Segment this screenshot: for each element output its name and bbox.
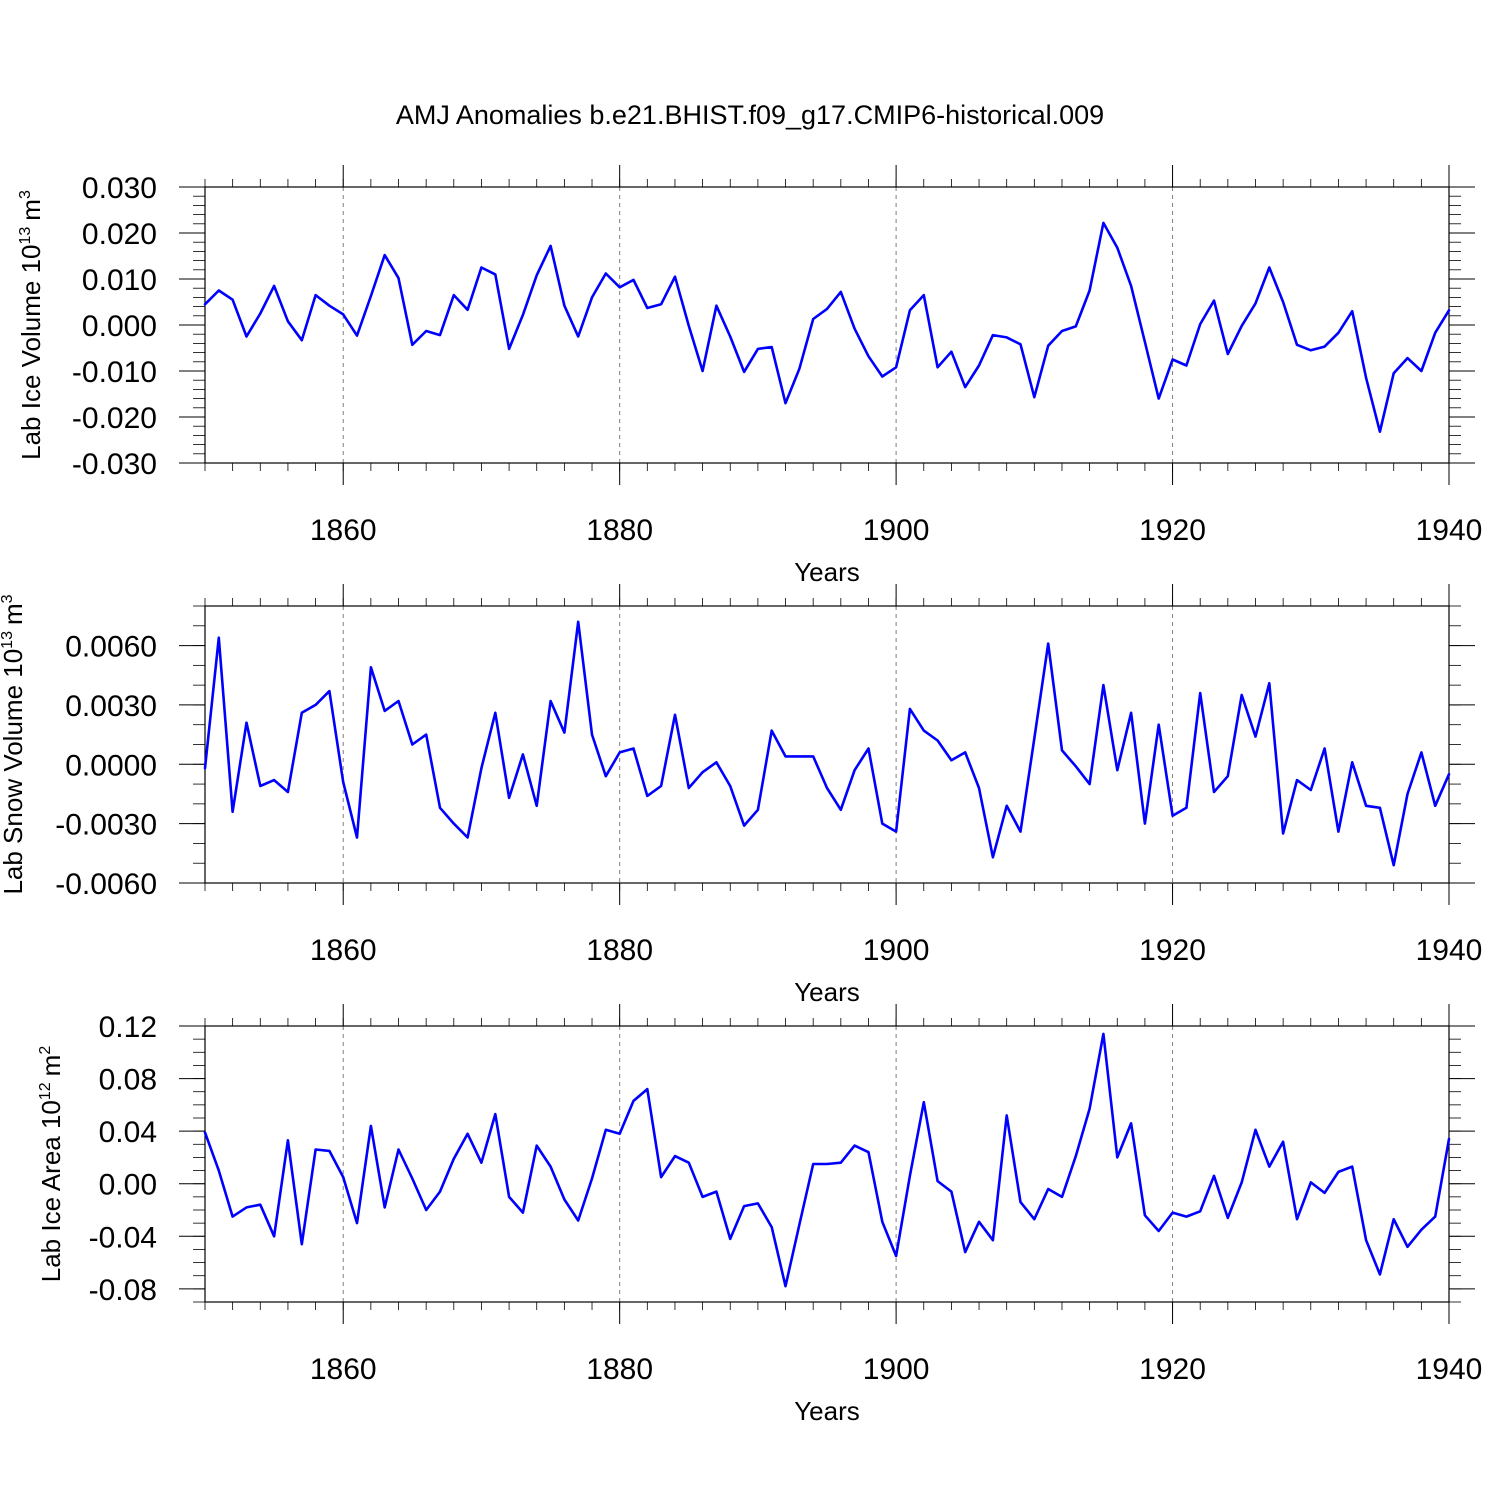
y-tick-label: 0.0030 [65,690,157,723]
y-tick-label: 0.0060 [65,631,157,664]
y-axis-label-text: Lab Ice Area 10 [36,1100,66,1282]
ice-area-panel: -0.08 -0.04 0.00 0.04 0.08 0.12 1860 1880 1900 19… [36,1004,1482,1426]
y-tick-label: -0.0060 [55,868,157,901]
ice-volume-panel: -0.030 -0.020 -0.010 0.000 0.010 0.020 0.030 18… [16,165,1482,587]
y-tick-label: 0.030 [82,172,157,205]
y-tick-label: -0.010 [72,356,157,389]
y-tick-label: -0.030 [72,448,157,481]
x-tick-label: 1880 [586,514,653,547]
y-tick-label: -0.0030 [55,809,157,842]
y-tick-label: 0.000 [82,310,157,343]
y-tick-label: -0.04 [89,1221,157,1254]
plot-frame [204,1025,1450,1303]
snow-volume-series-line [203,620,1451,867]
y-tick-label: 0.020 [82,218,157,251]
x-tick-label: 1860 [310,1353,377,1386]
x-tick-label: 1920 [1139,1353,1206,1386]
x-tick-label: 1920 [1139,934,1206,967]
y-axis-label-unit-exponent: 3 [17,190,34,199]
chart-panels: -0.030 -0.020 -0.010 0.000 0.010 0.020 0.030 18… [0,165,1482,1426]
y-axis-label-unit-exponent: 3 [0,594,16,603]
y-tick-label: 0.00 [99,1169,157,1202]
y-axis-label-unit-exponent: 2 [37,1046,54,1055]
y-axis-label-exponent: 13 [17,227,34,245]
x-tick-label: 1860 [310,934,377,967]
y-tick-label: -0.020 [72,402,157,435]
y-axis-label-text: Lab Ice Volume 10 [16,244,46,459]
y-axis-label-text: Lab Snow Volume 10 [0,649,28,895]
x-tick-label: 1900 [863,514,930,547]
x-tick-label: 1940 [1416,934,1483,967]
y-axis-label: Lab Snow Volume 1013 m3 [0,594,28,894]
y-tick-label: 0.04 [99,1116,157,1149]
y-axis-label-exponent: 12 [37,1082,54,1100]
y-tick-label: 0.08 [99,1064,157,1097]
x-tick-label: 1900 [863,934,930,967]
figure-title: AMJ Anomalies b.e21.BHIST.f09_g17.CMIP6-… [396,100,1104,130]
y-axis-label-unit: m [0,603,28,625]
y-tick-label: 0.0000 [65,749,157,782]
ice-volume-series-line [203,221,1451,434]
x-tick-label: 1940 [1416,1353,1483,1386]
x-tick-label: 1940 [1416,514,1483,547]
x-tick-label: 1900 [863,1353,930,1386]
ice-area-series-line [203,1032,1451,1288]
y-axis-label-exponent: 13 [0,631,16,649]
snow-volume-panel: -0.0060 -0.0030 0.0000 0.0030 0.0060 1860 1880… [0,584,1482,1007]
x-tick-label: 1880 [586,934,653,967]
y-tick-label: 0.12 [99,1011,157,1044]
x-axis-label: Years [794,977,860,1007]
x-tick-label: 1880 [586,1353,653,1386]
y-axis-label-unit: m [16,199,46,221]
y-tick-label: 0.010 [82,264,157,297]
x-axis-label: Years [794,557,860,587]
x-tick-label: 1860 [310,514,377,547]
x-tick-label: 1920 [1139,514,1206,547]
x-axis-label: Years [794,1396,860,1426]
y-axis-label: Lab Ice Volume 1013 m3 [16,190,46,460]
y-axis-label-unit: m [36,1055,66,1077]
y-axis-label: Lab Ice Area 1012 m2 [36,1046,66,1283]
y-tick-label: -0.08 [89,1274,157,1307]
